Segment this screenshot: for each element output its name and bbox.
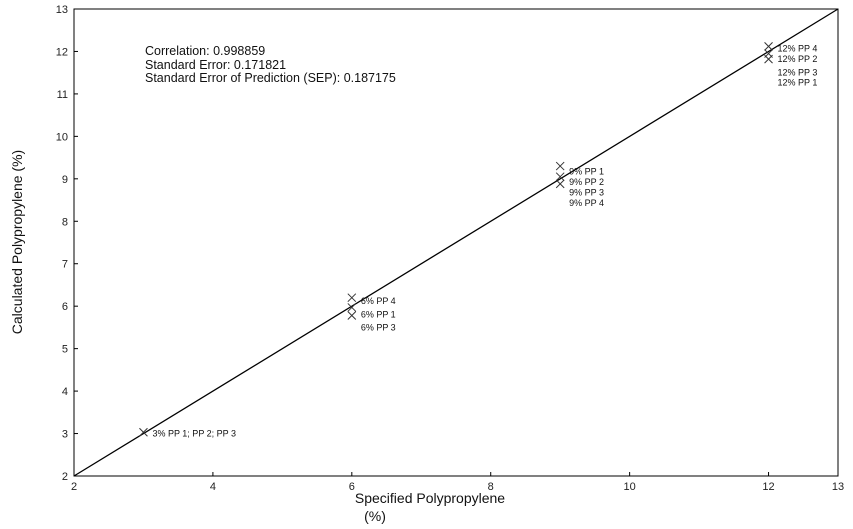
marker-stroke xyxy=(347,311,357,320)
y-tick-label: 5 xyxy=(62,344,68,356)
point-labels: 3% PP 1; PP 2; PP 3 6% PP 4 6% PP 1 6% PP 3… xyxy=(152,43,817,438)
y-tick-label: 9 xyxy=(62,174,68,186)
data-point xyxy=(347,293,357,303)
data-point xyxy=(347,303,357,312)
point-label: 6% PP 1 xyxy=(361,310,396,320)
y-tick-label: 6 xyxy=(62,301,68,313)
y-tick-label: 4 xyxy=(62,386,68,398)
data-point xyxy=(764,42,773,51)
data-point xyxy=(764,54,773,64)
y-tick-label: 7 xyxy=(62,259,68,271)
y-tick-label: 2 xyxy=(62,471,68,483)
y-tick-label: 11 xyxy=(57,89,68,101)
regression-line xyxy=(73,8,839,477)
x-tick-label: 4 xyxy=(210,481,216,493)
marker-stroke xyxy=(555,161,565,171)
data-point xyxy=(139,427,148,437)
marker-stroke xyxy=(347,303,357,312)
marker-stroke xyxy=(555,179,565,189)
marker-stroke xyxy=(555,172,565,182)
plot-area xyxy=(73,8,839,477)
point-label: 9% PP 1 xyxy=(569,167,604,177)
y-tick-label: 10 xyxy=(56,131,68,143)
correlation-text: Correlation: 0.998859 xyxy=(145,44,265,58)
marker-stroke xyxy=(139,427,148,437)
point-label: 9% PP 4 xyxy=(569,198,604,208)
x-tick-label: 2 xyxy=(71,481,77,493)
y-axis-title: Calculated Polypropylene (%) xyxy=(9,150,25,334)
point-label: 9% PP 2 xyxy=(569,177,604,187)
point-label: 12% PP 4 xyxy=(778,43,818,53)
x-tick-label: 10 xyxy=(624,481,636,493)
marker-stroke xyxy=(764,54,773,64)
x-axis-title: Specified Polypropylene xyxy=(355,490,505,506)
data-point xyxy=(555,161,565,171)
x-tick-label: 8 xyxy=(488,481,494,493)
axis-ticks xyxy=(73,8,839,477)
marker-stroke xyxy=(764,42,773,51)
standard-error-text: Standard Error: 0.171821 xyxy=(145,58,286,72)
x-axis-unit: (%) xyxy=(364,508,386,524)
y-tick-label: 8 xyxy=(62,216,68,228)
x-tick-label: 13 xyxy=(832,481,844,493)
y-tick-label: 3 xyxy=(62,429,68,441)
y-tick-label: 12 xyxy=(56,46,68,58)
point-label: 12% PP 2 xyxy=(778,54,818,64)
point-label: 6% PP 4 xyxy=(361,296,396,306)
y-tick-label: 13 xyxy=(56,4,68,16)
point-label: 12% PP 1 xyxy=(778,77,818,87)
x-tick-label: 12 xyxy=(762,481,774,493)
data-points xyxy=(139,42,773,437)
tick-labels: 2 4 6 8 10 12 13 2 3 4 5 6 7 8 9 10 11 12 13 xyxy=(56,4,844,493)
point-label: 12% PP 3 xyxy=(778,68,818,78)
data-point xyxy=(555,172,565,182)
point-label: 9% PP 3 xyxy=(569,187,604,197)
point-label: 3% PP 1; PP 2; PP 3 xyxy=(152,429,236,439)
data-point xyxy=(555,179,565,189)
sep-text: Standard Error of Prediction (SEP): 0.18… xyxy=(145,71,396,85)
data-point xyxy=(347,311,357,320)
point-label: 6% PP 3 xyxy=(361,322,396,332)
x-tick-label: 6 xyxy=(349,481,355,493)
marker-stroke xyxy=(347,293,357,303)
